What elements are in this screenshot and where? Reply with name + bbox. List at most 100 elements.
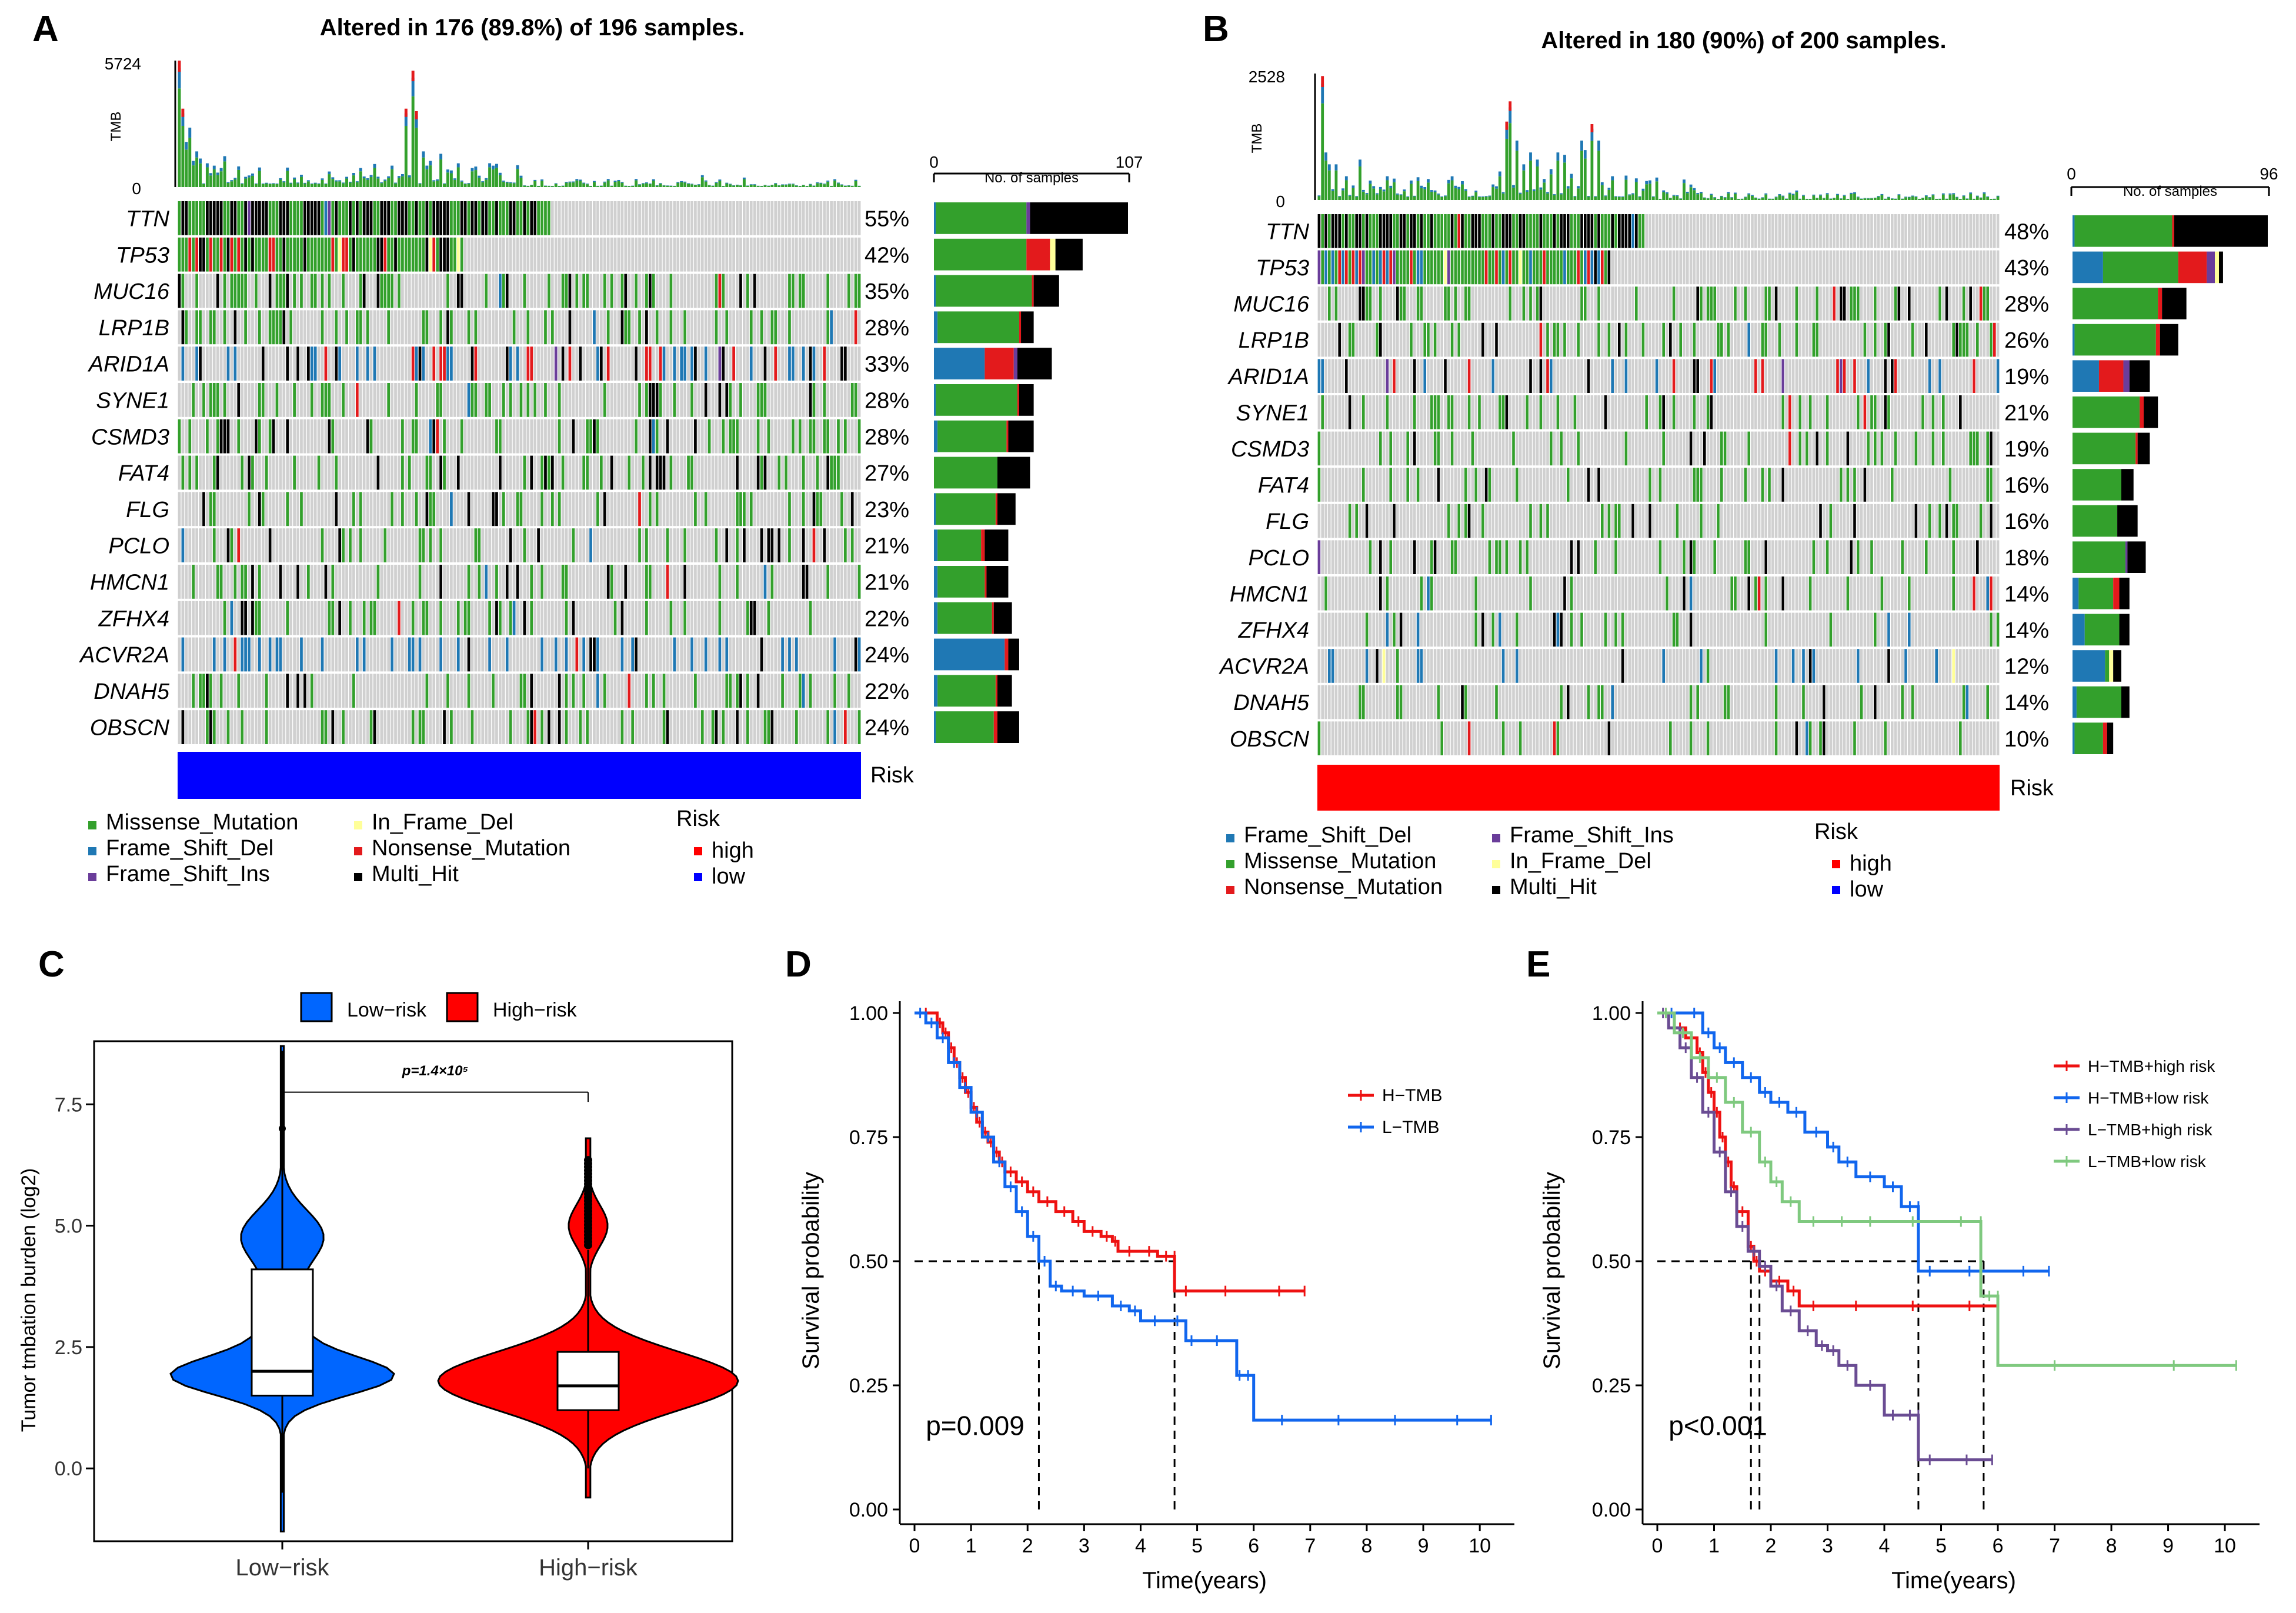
- tmb-bar: [1941, 194, 1945, 200]
- empty-cell: [1324, 286, 1327, 321]
- empty-cell: [843, 201, 847, 235]
- empty-cell: [248, 383, 251, 417]
- empty-cell: [345, 674, 348, 708]
- mutation-cell: [369, 201, 373, 235]
- empty-cell: [1768, 322, 1771, 357]
- mutation-cell: [1331, 214, 1334, 248]
- mutation-cell: [1672, 359, 1676, 393]
- mutation-cell: [1607, 214, 1611, 248]
- empty-cell: [502, 674, 505, 708]
- empty-cell: [1979, 250, 1983, 285]
- mutation-cell: [673, 637, 676, 672]
- gene-count-segment: [993, 602, 1012, 634]
- empty-cell: [342, 565, 345, 599]
- empty-cell: [1658, 322, 1662, 357]
- empty-cell: [391, 601, 393, 635]
- empty-cell: [1819, 359, 1822, 393]
- empty-cell: [770, 201, 774, 235]
- empty-cell: [575, 383, 579, 417]
- empty-cell: [554, 419, 558, 454]
- empty-cell: [1730, 250, 1733, 285]
- mutation-cell: [1795, 286, 1798, 321]
- empty-cell: [1764, 250, 1767, 285]
- empty-cell: [1693, 214, 1696, 248]
- empty-cell: [422, 383, 425, 417]
- empty-cell: [1570, 286, 1573, 321]
- mutation-cell: [216, 274, 219, 308]
- tmb-bar: [763, 185, 767, 187]
- mutation-cell: [241, 637, 244, 672]
- empty-cell: [690, 492, 693, 526]
- mutation-cell: [1389, 214, 1392, 248]
- mutation-cell: [1334, 286, 1338, 321]
- empty-cell: [1618, 359, 1621, 393]
- empty-cell: [450, 565, 453, 599]
- mutation-cell: [1713, 286, 1716, 321]
- empty-cell: [1798, 322, 1801, 357]
- mutation-cell: [209, 383, 212, 417]
- empty-cell: [460, 637, 463, 672]
- tmb-bar: [833, 180, 836, 187]
- empty-cell: [456, 383, 460, 417]
- mutation-cell: [1543, 250, 1546, 285]
- mutation-cell: [450, 492, 453, 526]
- empty-cell: [606, 601, 610, 635]
- empty-cell: [635, 310, 638, 345]
- mutation-cell: [1365, 286, 1369, 321]
- mutation-cell: [303, 674, 306, 708]
- tmb-bar: [700, 177, 704, 187]
- mutation-cell: [1491, 359, 1494, 393]
- empty-cell: [1509, 359, 1511, 393]
- mutation-cell: [349, 528, 352, 562]
- empty-cell: [192, 601, 195, 635]
- empty-cell: [847, 637, 850, 672]
- mutation-cell: [826, 310, 830, 345]
- mutation-cell: [1594, 250, 1597, 285]
- tmb-bar: [1423, 186, 1427, 189]
- empty-cell: [847, 528, 850, 562]
- empty-cell: [342, 601, 345, 635]
- empty-cell: [331, 383, 335, 417]
- mutation-cell: [456, 601, 460, 635]
- empty-cell: [847, 601, 850, 635]
- mutation-cell: [802, 492, 805, 526]
- empty-cell: [1843, 214, 1846, 248]
- empty-cell: [1652, 286, 1655, 321]
- empty-cell: [1826, 322, 1829, 357]
- tmb-bar: [1433, 192, 1437, 200]
- empty-cell: [1437, 322, 1440, 357]
- mutation-cell: [554, 637, 558, 672]
- empty-cell: [258, 274, 261, 308]
- mutation-cell: [683, 565, 686, 599]
- mutation-cell: [181, 710, 185, 744]
- empty-cell: [401, 565, 404, 599]
- empty-cell: [366, 710, 369, 744]
- empty-cell: [237, 565, 241, 599]
- tmb-bar: [756, 186, 760, 187]
- empty-cell: [1901, 286, 1904, 321]
- empty-cell: [652, 237, 655, 272]
- mutation-cell: [391, 237, 393, 272]
- gene-label: ZFHX4: [98, 606, 169, 631]
- empty-cell: [328, 346, 331, 381]
- empty-cell: [1624, 286, 1628, 321]
- tmb-bar: [1856, 196, 1860, 198]
- empty-cell: [1369, 322, 1372, 357]
- mutation-cell: [857, 565, 861, 599]
- empty-cell: [725, 601, 729, 635]
- empty-cell: [394, 346, 397, 381]
- tmb-bar: [823, 184, 826, 187]
- empty-cell: [310, 528, 313, 562]
- mutation-cell: [788, 528, 791, 562]
- mutation-cell: [826, 710, 830, 744]
- empty-cell: [613, 492, 617, 526]
- gene-count-segment: [934, 456, 997, 489]
- mutation-cell: [376, 237, 380, 272]
- tmb-bar: [1890, 198, 1894, 200]
- empty-cell: [1808, 250, 1812, 285]
- tmb-bar: [1549, 174, 1553, 200]
- empty-cell: [1938, 250, 1941, 285]
- tmb-bar: [300, 175, 303, 177]
- empty-cell: [1914, 250, 1918, 285]
